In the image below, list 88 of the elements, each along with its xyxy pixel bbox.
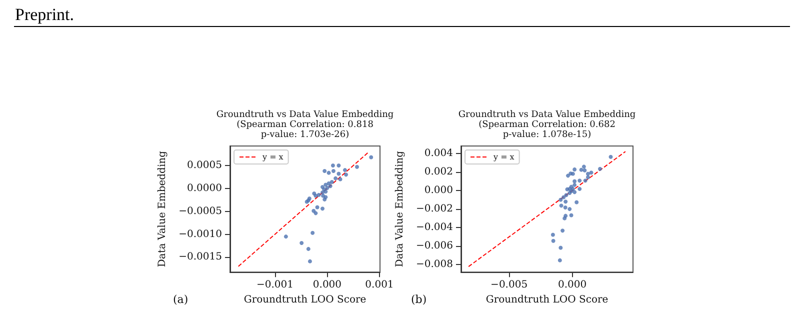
text: (b) <box>411 293 427 306</box>
chart-subtitle: (Spearman Correlation: 0.818 p-value: 1.703e-26) <box>236 120 374 140</box>
point <box>583 178 588 183</box>
point <box>608 154 613 159</box>
point <box>586 172 590 176</box>
point <box>316 192 321 197</box>
y-tick-label: −0.006 <box>416 240 453 252</box>
point <box>331 168 336 173</box>
point <box>330 163 335 168</box>
point <box>338 177 342 182</box>
x-tick-label: 0.001 <box>365 280 394 291</box>
point <box>550 232 555 237</box>
y-tick-label: 0.000 <box>424 185 453 196</box>
y-tick-label: 0.0000 <box>187 182 222 194</box>
point <box>336 163 341 168</box>
point <box>574 200 579 204</box>
point <box>572 167 577 172</box>
point <box>334 176 338 180</box>
point <box>564 200 568 204</box>
y-axis-title: Data Value Embedding <box>394 150 406 268</box>
point <box>558 246 563 250</box>
legend-label: y = x <box>262 152 284 162</box>
chart-subtitle: (Spearman Correlation: 0.682 p-value: 1.078e-15) <box>478 120 616 140</box>
point <box>582 164 586 169</box>
point <box>559 204 564 208</box>
point <box>310 230 315 235</box>
point <box>598 166 602 171</box>
point <box>300 240 304 245</box>
point <box>328 184 332 188</box>
y-tick-label: −0.0015 <box>178 252 222 263</box>
point <box>325 186 330 190</box>
x-tick-label: −0.001 <box>256 280 294 291</box>
x-tick-label: −0.005 <box>490 280 528 291</box>
point <box>562 195 566 200</box>
point <box>314 211 318 216</box>
point <box>308 259 312 264</box>
point <box>569 213 574 218</box>
point <box>589 170 594 175</box>
legend-label: y = x <box>492 152 515 162</box>
point <box>566 174 570 178</box>
point <box>572 190 577 194</box>
point <box>558 198 563 202</box>
point <box>572 179 577 184</box>
point <box>565 187 570 192</box>
point <box>330 180 334 184</box>
point <box>551 238 556 243</box>
point <box>563 205 568 210</box>
point <box>315 205 320 210</box>
point <box>320 190 325 195</box>
point <box>578 186 582 191</box>
x-axis-title: Groundtruth LOO Score <box>486 294 608 306</box>
point <box>344 172 348 177</box>
y-tick-label: −0.008 <box>416 259 453 270</box>
point <box>322 168 327 173</box>
point <box>369 155 374 160</box>
point <box>306 246 310 251</box>
point <box>568 207 572 212</box>
point <box>336 172 341 176</box>
y-tick-label: −0.0005 <box>178 206 222 217</box>
x-tick-label: 0.000 <box>558 280 587 291</box>
y-tick-label: 0.002 <box>424 166 453 178</box>
x-tick-label: 0.000 <box>312 280 342 291</box>
point <box>312 191 316 196</box>
x-axis-title: Groundtruth LOO Score <box>244 294 366 306</box>
point <box>320 206 325 211</box>
y-axis-title: Data Value Embedding <box>157 150 168 268</box>
point <box>355 164 360 169</box>
y-tick-label: −0.004 <box>416 222 453 234</box>
point <box>578 178 582 183</box>
chart-title: Groundtruth vs Data Value Embedding <box>458 110 636 120</box>
point <box>324 182 328 187</box>
text: Preprint. <box>15 5 74 25</box>
point <box>326 170 331 175</box>
point <box>562 216 567 220</box>
point <box>342 168 347 172</box>
point <box>558 258 562 262</box>
chart-title: Groundtruth vs Data Value Embedding <box>216 110 394 120</box>
y-tick-label: −0.0010 <box>178 228 222 240</box>
point <box>284 234 288 239</box>
text: (a) <box>173 293 188 306</box>
point <box>586 175 590 180</box>
point <box>582 168 587 172</box>
point <box>579 168 584 172</box>
y-tick-label: 0.0005 <box>187 160 222 171</box>
point <box>560 228 565 233</box>
y-tick-label: 0.004 <box>424 148 453 159</box>
point <box>572 182 577 187</box>
y-tick-label: −0.002 <box>416 204 453 215</box>
